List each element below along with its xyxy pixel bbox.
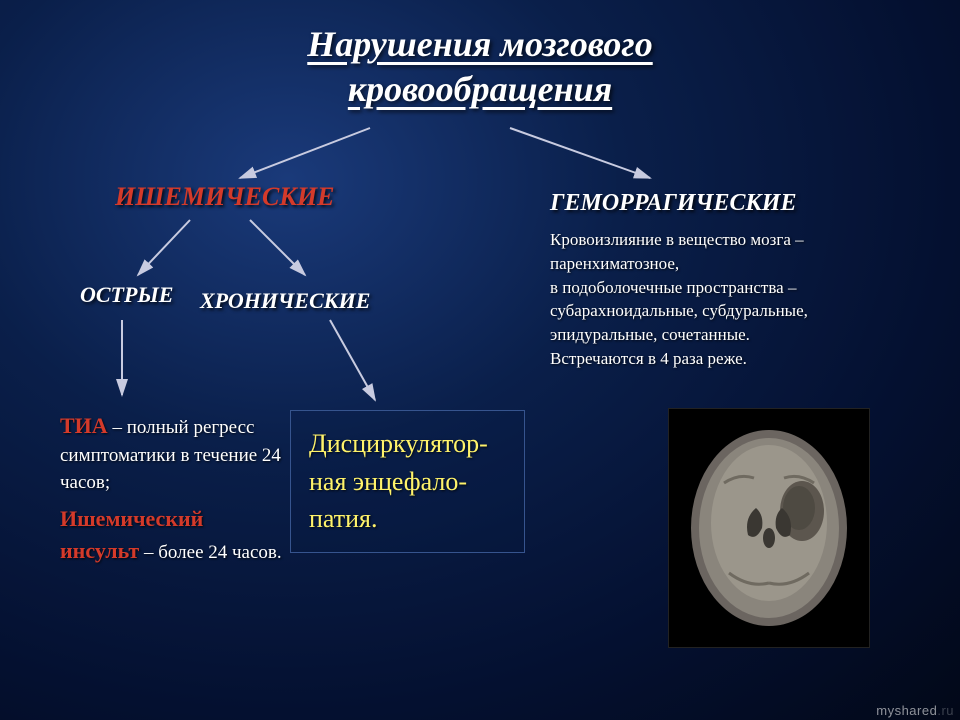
title-line-2: кровообращения <box>348 69 612 109</box>
stroke-term-2: инсульт <box>60 538 139 563</box>
slide-title: Нарушения мозгового кровообращения <box>0 0 960 112</box>
chronic-label: ХРОНИЧЕСКИЕ <box>200 288 370 314</box>
watermark-suffix: .ru <box>937 703 954 718</box>
hem-line-4: субарахноидальные, субдуральные, <box>550 299 930 323</box>
dysc-line-1: Дисциркулятор- <box>309 429 488 458</box>
tia-block: ТИА – полный регресс симптоматики в тече… <box>60 410 300 567</box>
hem-line-6: Встречаются в 4 раза реже. <box>550 347 930 371</box>
hemorrhagic-description: Кровоизлияние в вещество мозга – паренхи… <box>550 228 930 371</box>
hem-line-5: эпидуральные, сочетанные. <box>550 323 930 347</box>
stroke-term-1: Ишемический <box>60 503 203 535</box>
hemorrhagic-label: ГЕМОРРАГИЧЕСКИЕ <box>550 190 796 217</box>
ct-scan-image <box>668 408 870 648</box>
brain-icon <box>684 423 854 633</box>
hem-line-1: Кровоизлияние в вещество мозга – <box>550 228 930 252</box>
dysc-line-2: ная энцефало- <box>309 467 467 496</box>
acute-label: ОСТРЫЕ <box>80 282 173 308</box>
watermark: myshared.ru <box>876 703 954 718</box>
dysc-line-3: патия. <box>309 504 378 533</box>
watermark-text: myshared <box>876 703 937 718</box>
hem-line-3: в подоболочечные пространства – <box>550 276 930 300</box>
stroke-desc: – более 24 часов. <box>139 542 281 563</box>
title-line-1: Нарушения мозгового <box>307 24 652 64</box>
hem-line-2: паренхиматозное, <box>550 252 930 276</box>
tia-term: ТИА <box>60 413 108 438</box>
ischemic-label: ИШЕМИЧЕСКИЕ <box>115 182 335 212</box>
dyscirculatory-box: Дисциркулятор- ная энцефало- патия. <box>290 410 525 553</box>
